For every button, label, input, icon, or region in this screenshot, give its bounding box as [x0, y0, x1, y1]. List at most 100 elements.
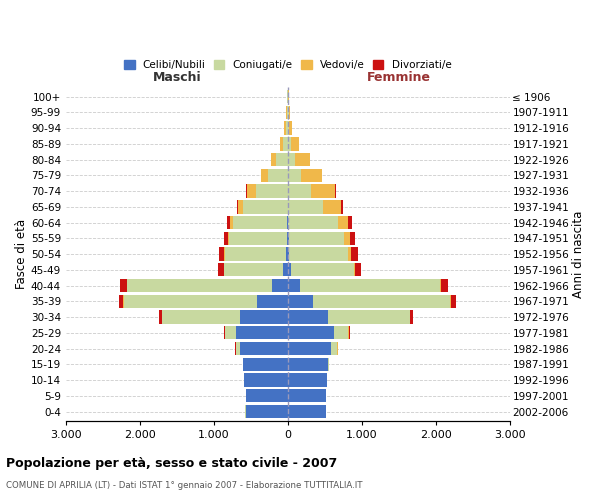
- Bar: [286, 248, 288, 260]
- Bar: [288, 168, 301, 182]
- Bar: [271, 153, 276, 166]
- Bar: [268, 168, 288, 182]
- Bar: [240, 310, 288, 324]
- Bar: [119, 294, 123, 308]
- Bar: [288, 106, 289, 119]
- Bar: [289, 106, 290, 119]
- Bar: [280, 137, 283, 150]
- Bar: [289, 248, 349, 260]
- Bar: [224, 232, 227, 245]
- Bar: [289, 122, 292, 135]
- Bar: [218, 263, 224, 276]
- Bar: [313, 294, 450, 308]
- Bar: [292, 137, 299, 150]
- Bar: [410, 310, 413, 324]
- Bar: [288, 232, 289, 245]
- Bar: [288, 184, 311, 198]
- Bar: [299, 279, 440, 292]
- Bar: [328, 310, 410, 324]
- Bar: [162, 310, 240, 324]
- Bar: [287, 232, 288, 245]
- Bar: [350, 232, 355, 245]
- Bar: [272, 279, 288, 292]
- Bar: [288, 279, 299, 292]
- Bar: [451, 294, 457, 308]
- Bar: [261, 168, 268, 182]
- Bar: [236, 342, 240, 355]
- Bar: [291, 263, 353, 276]
- Bar: [288, 200, 323, 213]
- Text: COMUNE DI APRILIA (LT) - Dati ISTAT 1° gennaio 2007 - Elaborazione TUTTITALIA.IT: COMUNE DI APRILIA (LT) - Dati ISTAT 1° g…: [6, 480, 362, 490]
- Bar: [288, 310, 328, 324]
- Bar: [283, 263, 288, 276]
- Bar: [238, 200, 244, 213]
- Bar: [331, 342, 337, 355]
- Bar: [338, 216, 349, 230]
- Bar: [289, 232, 344, 245]
- Bar: [349, 326, 350, 340]
- Text: Femmine: Femmine: [367, 71, 431, 84]
- Bar: [127, 279, 272, 292]
- Bar: [288, 263, 291, 276]
- Bar: [244, 374, 288, 386]
- Bar: [288, 405, 326, 418]
- Bar: [288, 342, 331, 355]
- Bar: [288, 137, 292, 150]
- Bar: [233, 216, 287, 230]
- Bar: [219, 248, 224, 260]
- Bar: [245, 405, 288, 418]
- Bar: [328, 358, 329, 371]
- Bar: [286, 106, 287, 119]
- Bar: [247, 389, 288, 402]
- Bar: [288, 326, 334, 340]
- Bar: [224, 263, 283, 276]
- Y-axis label: Fasce di età: Fasce di età: [15, 219, 28, 289]
- Bar: [288, 374, 327, 386]
- Bar: [120, 279, 127, 292]
- Bar: [224, 248, 225, 260]
- Bar: [341, 200, 343, 213]
- Bar: [288, 248, 289, 260]
- Bar: [355, 263, 361, 276]
- Bar: [287, 106, 288, 119]
- Text: Popolazione per età, sesso e stato civile - 2007: Popolazione per età, sesso e stato civil…: [6, 458, 337, 470]
- Bar: [124, 294, 257, 308]
- Bar: [288, 389, 326, 402]
- Bar: [237, 200, 238, 213]
- Bar: [288, 216, 338, 230]
- Bar: [301, 168, 322, 182]
- Bar: [236, 326, 288, 340]
- Bar: [353, 263, 355, 276]
- Bar: [240, 342, 288, 355]
- Bar: [160, 310, 161, 324]
- Bar: [288, 294, 313, 308]
- Bar: [288, 358, 328, 371]
- Bar: [247, 184, 256, 198]
- Bar: [450, 294, 451, 308]
- Bar: [334, 326, 349, 340]
- Bar: [335, 184, 336, 198]
- Bar: [287, 216, 288, 230]
- Bar: [230, 216, 233, 230]
- Bar: [349, 216, 352, 230]
- Bar: [323, 200, 341, 213]
- Bar: [283, 137, 288, 150]
- Bar: [288, 122, 289, 135]
- Bar: [242, 358, 244, 371]
- Y-axis label: Anni di nascita: Anni di nascita: [572, 210, 585, 298]
- Bar: [349, 248, 352, 260]
- Text: Maschi: Maschi: [152, 71, 201, 84]
- Bar: [284, 122, 286, 135]
- Bar: [311, 184, 335, 198]
- Bar: [288, 153, 295, 166]
- Bar: [256, 184, 288, 198]
- Bar: [344, 232, 350, 245]
- Bar: [229, 232, 287, 245]
- Bar: [225, 248, 286, 260]
- Bar: [244, 358, 288, 371]
- Bar: [257, 294, 288, 308]
- Bar: [244, 200, 288, 213]
- Bar: [441, 279, 448, 292]
- Bar: [286, 122, 288, 135]
- Bar: [227, 216, 230, 230]
